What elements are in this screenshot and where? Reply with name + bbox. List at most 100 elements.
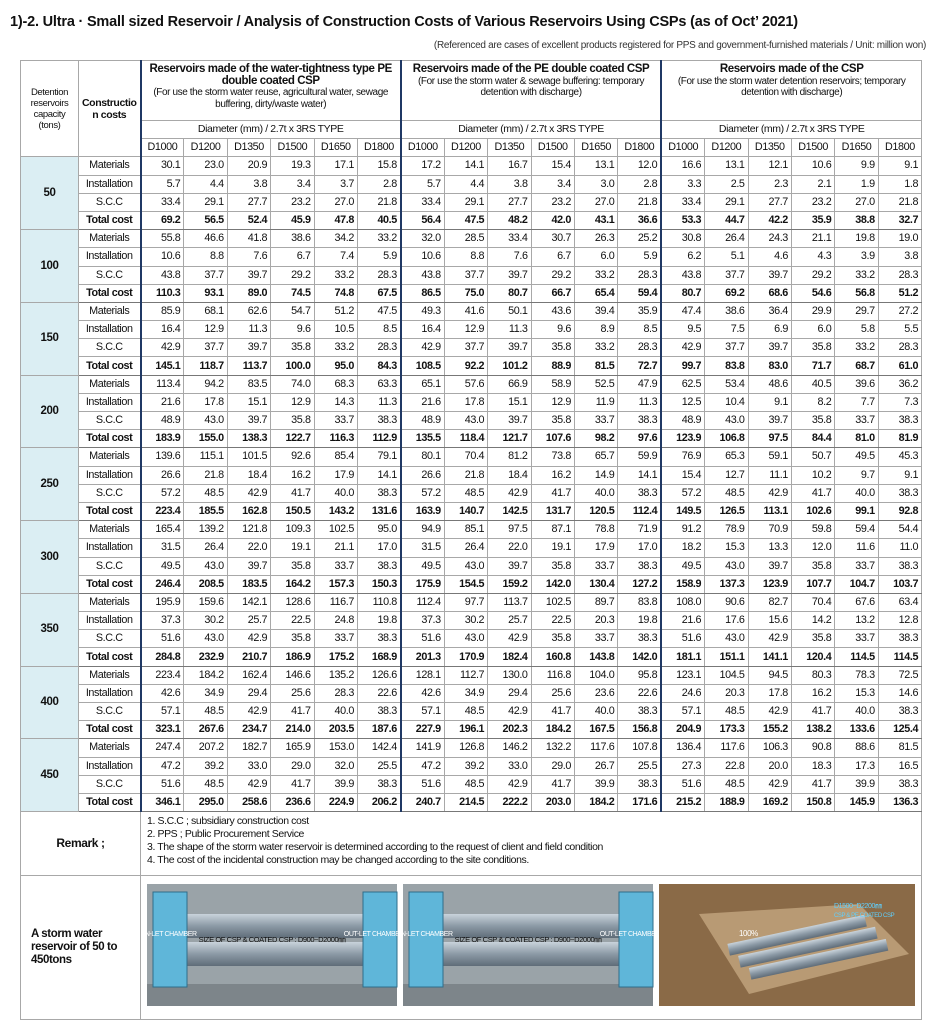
pipe (177, 914, 367, 939)
data-row: Total cost 246.4 208.5 183.5 164.2 157.3 150.3… (21, 574, 923, 594)
cost-value: 30.7 (530, 229, 575, 249)
cost-value: 35.8 (790, 629, 836, 649)
cost-value: 41.7 (790, 774, 836, 794)
cost-value: 8.9 (573, 320, 619, 340)
cost-value: 17.3 (834, 756, 879, 776)
cost-value: 70.9 (747, 520, 792, 540)
cost-value: 29.2 (530, 265, 575, 285)
data-row: Total cost 69.2 56.5 52.4 45.9 47.8 40.5 56.4 47… (21, 210, 923, 231)
cost-value: 24.8 (313, 611, 358, 631)
cost-value: 141.1 (747, 647, 792, 667)
cost-value: 158.9 (660, 574, 706, 594)
data-row: Installation 26.6 21.8 18.4 16.2 17.9 14.1 26.6… (21, 465, 923, 485)
cost-value: 24.6 (660, 683, 706, 704)
cost-value: 35.8 (530, 338, 575, 358)
cost-value: 3.3 (660, 174, 706, 194)
cost-value: 35.8 (790, 410, 836, 431)
cost-value: 85.1 (443, 520, 489, 540)
cost-value: 159.6 (183, 592, 228, 613)
cost-value: 223.4 (139, 501, 185, 522)
data-row: Installation 21.6 17.8 15.1 12.9 14.3 11.3 21.6… (21, 392, 923, 413)
cost-value: 227.9 (399, 720, 445, 740)
cost-value: 52.5 (573, 374, 619, 394)
cost-value: 20.9 (226, 156, 272, 176)
cost-value: 74.0 (270, 374, 315, 394)
cost-value: 137.3 (704, 574, 749, 594)
cost-value: 101.2 (487, 356, 532, 376)
cost-value: 40.0 (313, 483, 358, 503)
cost-value: 38.3 (877, 701, 923, 722)
cost-value: 182.4 (487, 647, 532, 667)
cost-item: Installation (78, 683, 141, 704)
cost-value: 120.4 (790, 647, 836, 667)
cost-value: 92.6 (270, 447, 315, 467)
cost-value: 156.8 (617, 720, 662, 740)
cost-value: 39.7 (226, 556, 272, 576)
cost-value: 35.8 (790, 556, 836, 576)
cost-value: 12.8 (877, 611, 923, 631)
cost-value: 22.6 (356, 683, 402, 704)
cost-item: S.C.C (78, 338, 141, 358)
cost-value: 33.2 (573, 338, 619, 358)
group-header: Reservoirs made of the CSP (For use the s… (660, 60, 923, 121)
cost-value: 8.2 (790, 392, 836, 413)
ground (403, 984, 653, 1007)
data-row: 350 Materials 195.9 159.6 142.1 128.6 116.7 110… (20, 592, 923, 667)
cost-value: 26.3 (573, 229, 619, 249)
data-row: S.C.C 51.6 43.0 42.9 35.8 33.7 38.3 51.6 43.0 42.… (21, 629, 923, 649)
cost-value: 47.2 (139, 756, 185, 776)
cost-value: 17.0 (617, 538, 662, 558)
image-row: A storm water reservoir of 50 to 450tons… (20, 875, 923, 1021)
cost-value: 39.9 (313, 774, 358, 794)
ground (147, 984, 397, 1007)
cost-item: Total cost (78, 574, 141, 594)
cost-value: 38.3 (356, 774, 402, 794)
cost-value: 10.6 (139, 247, 185, 267)
cost-value: 104.7 (834, 574, 879, 594)
diameter: D1000 (139, 138, 185, 158)
cost-value: 29.7 (834, 301, 879, 322)
cost-value: 6.2 (660, 247, 706, 267)
cost-value: 38.3 (356, 701, 402, 722)
capacity: 150 (20, 301, 79, 376)
diameter: D1000 (399, 138, 445, 158)
cost-value: 150.8 (790, 792, 836, 813)
cost-item: Materials (78, 738, 141, 758)
cost-value: 47.5 (356, 301, 402, 322)
cost-value: 267.6 (183, 720, 228, 740)
cost-value: 26.7 (573, 756, 619, 776)
cost-value: 97.6 (617, 429, 662, 449)
cost-value: 106.8 (704, 429, 749, 449)
cost-value: 68.7 (834, 356, 879, 376)
cost-value: 38.3 (877, 556, 923, 576)
cost-value: 38.3 (877, 629, 923, 649)
cost-item: Materials (78, 301, 141, 322)
data-row: Total cost 323.1 267.6 234.7 214.0 203.5 187.6… (21, 720, 923, 740)
cost-value: 159.2 (487, 574, 532, 594)
cost-value: 16.2 (530, 465, 575, 485)
cost-value: 126.6 (356, 665, 402, 685)
data-row: S.C.C 57.1 48.5 42.9 41.7 40.0 38.3 57.1 48.5 42.… (21, 701, 923, 722)
cost-value: 5.9 (617, 247, 662, 267)
photo: D1500~D2200㎜ CSP & PE COATED CSP 100% (659, 884, 915, 1007)
cost-value: 110.8 (356, 592, 402, 613)
cost-value: 67.6 (834, 592, 879, 613)
cost-value: 56.8 (834, 283, 879, 303)
cost-value: 95.0 (356, 520, 402, 540)
diameter: D1650 (573, 138, 619, 158)
cost-value: 78.9 (704, 520, 749, 540)
data-row: Installation 31.5 26.4 22.0 19.1 21.1 17.0 31.5… (21, 538, 923, 558)
data-row: Installation 37.3 30.2 25.7 22.5 24.8 19.8 37.3… (21, 611, 923, 631)
cost-item: S.C.C (78, 556, 141, 576)
group-header: Reservoirs made of the water-tightness t… (139, 60, 402, 121)
cost-value: 72.5 (877, 665, 923, 685)
cost-value: 45.3 (877, 447, 923, 467)
cost-item: Installation (78, 611, 141, 631)
cost-value: 8.5 (617, 320, 662, 340)
cost-value: 19.3 (270, 156, 315, 176)
cost-value: 33.7 (834, 629, 879, 649)
cost-value: 43.0 (704, 629, 749, 649)
cost-value: 25.2 (617, 229, 662, 249)
cost-value: 2.8 (617, 174, 662, 194)
